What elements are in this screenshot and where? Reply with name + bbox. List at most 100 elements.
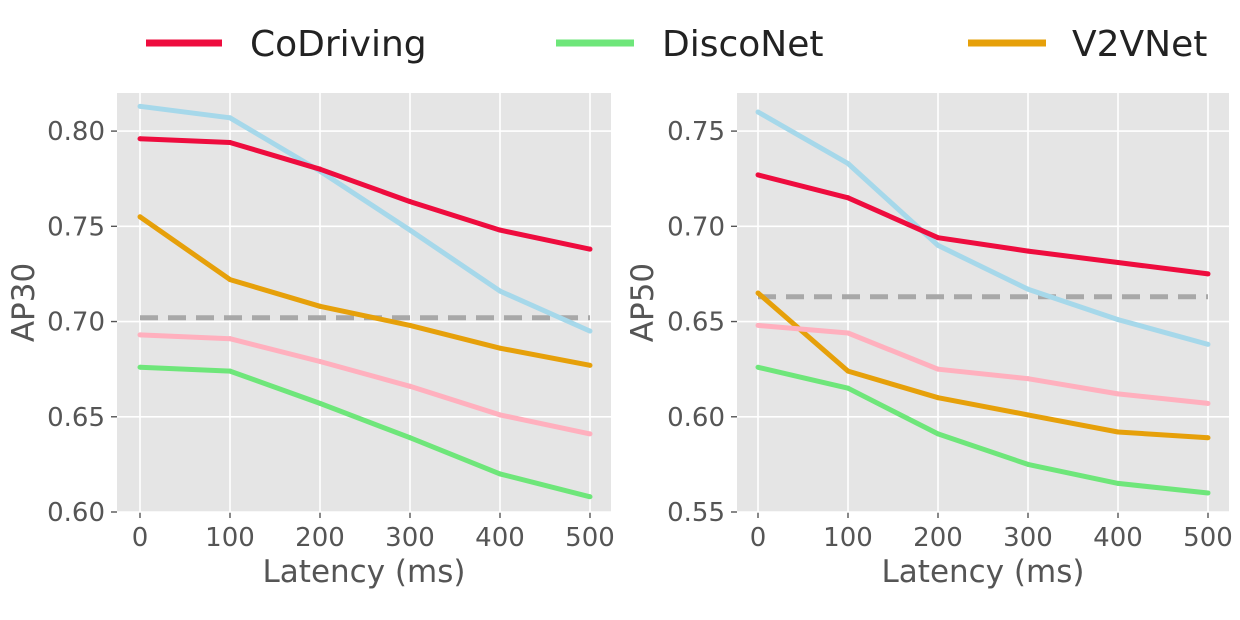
x-tick-label: 0 — [750, 523, 767, 553]
data-point-disconet — [497, 471, 503, 477]
x-tick-label: 0 — [132, 523, 149, 553]
legend: CoDriving DiscoNet V2VNet — [146, 24, 1207, 65]
data-point-codriving — [935, 235, 941, 241]
series-line-unlabeled-lightblue — [139, 103, 592, 334]
data-point-unlabeled-pink — [1205, 400, 1211, 406]
series-line-unlabeled-pink — [139, 332, 591, 437]
data-point-v2vnet — [845, 368, 851, 374]
data-point-unlabeled-lightblue — [407, 227, 413, 233]
y-axis-label: AP50 — [625, 263, 661, 342]
data-point-disconet — [407, 435, 413, 441]
series-line-codriving — [757, 172, 1209, 277]
data-point-unlabeled-pink — [1025, 376, 1031, 382]
data-point-v2vnet — [587, 362, 593, 368]
data-point-unlabeled-lightblue — [755, 109, 761, 115]
panel-2: 0 100 200 300 400 500 0.55 0.60 0.65 0.70 0.75 Late… — [625, 93, 1233, 590]
data-point-unlabeled-lightblue — [587, 328, 593, 334]
data-point-unlabeled-pink — [407, 383, 413, 389]
x-tick-label: 200 — [295, 523, 345, 553]
panel-1: 0 100 200 300 400 500 0.60 0.65 0.70 0.75 0.80 Late… — [6, 93, 615, 590]
y-tick-label: 0.65 — [667, 308, 725, 338]
data-point-codriving — [407, 199, 413, 205]
data-point-codriving — [317, 166, 323, 172]
data-point-codriving — [587, 246, 593, 252]
y-tick-label: 0.75 — [667, 117, 725, 147]
data-point-disconet — [755, 364, 761, 370]
x-tick-label: 100 — [823, 523, 873, 553]
data-point-unlabeled-lightblue — [1025, 286, 1031, 292]
legend-label-disconet: DiscoNet — [662, 24, 824, 65]
data-point-unlabeled-lightblue — [845, 160, 851, 166]
data-point-unlabeled-lightblue — [1115, 317, 1121, 323]
data-point-codriving — [755, 172, 761, 178]
y-tick-label: 0.55 — [667, 498, 725, 528]
y-tick-label: 0.70 — [47, 308, 105, 338]
x-tick-label: 200 — [913, 523, 963, 553]
data-point-codriving — [227, 140, 233, 146]
data-point-v2vnet — [935, 395, 941, 401]
data-point-v2vnet — [317, 303, 323, 309]
data-point-unlabeled-lightblue — [137, 103, 143, 109]
x-tick-label: 400 — [1093, 523, 1143, 553]
data-point-unlabeled-pink — [227, 336, 233, 342]
data-point-unlabeled-pink — [587, 431, 593, 437]
data-point-disconet — [587, 494, 593, 500]
plot-background — [737, 93, 1229, 512]
series-line-unlabeled-lightblue — [756, 109, 1209, 347]
data-point-disconet — [317, 400, 323, 406]
data-point-codriving — [1025, 248, 1031, 254]
x-axis-label: Latency (ms) — [882, 554, 1085, 590]
data-point-v2vnet — [137, 214, 143, 220]
y-tick-label: 0.60 — [667, 403, 725, 433]
data-point-unlabeled-lightblue — [935, 242, 941, 248]
data-point-v2vnet — [1205, 435, 1211, 441]
y-axis-label: AP30 — [6, 263, 42, 342]
data-point-v2vnet — [407, 322, 413, 328]
data-point-disconet — [227, 368, 233, 374]
data-point-unlabeled-pink — [935, 366, 941, 372]
data-point-disconet — [935, 431, 941, 437]
series-line-unlabeled-pink — [757, 322, 1209, 406]
y-tick-label: 0.75 — [47, 212, 105, 242]
data-point-v2vnet — [1115, 429, 1121, 435]
data-point-unlabeled-pink — [1115, 391, 1121, 397]
series-line-v2vnet — [756, 291, 1209, 441]
data-point-codriving — [845, 195, 851, 201]
series-line-disconet — [139, 364, 591, 500]
y-tick-label: 0.70 — [667, 212, 725, 242]
series-line-disconet — [757, 364, 1209, 496]
series-line-v2vnet — [138, 214, 591, 368]
x-tick-label: 500 — [565, 523, 615, 553]
data-point-disconet — [1025, 461, 1031, 467]
legend-label-codriving: CoDriving — [250, 24, 427, 65]
data-point-codriving — [1115, 260, 1121, 266]
x-tick-label: 300 — [385, 523, 435, 553]
data-point-v2vnet — [227, 277, 233, 283]
data-point-unlabeled-pink — [755, 322, 761, 328]
data-point-v2vnet — [497, 345, 503, 351]
data-point-unlabeled-pink — [317, 359, 323, 365]
y-tick-label: 0.60 — [47, 498, 105, 528]
data-point-v2vnet — [755, 290, 761, 296]
legend-label-v2vnet: V2VNet — [1072, 24, 1207, 65]
data-point-unlabeled-pink — [497, 412, 503, 418]
series-line-codriving — [139, 136, 591, 252]
x-tick-label: 100 — [205, 523, 255, 553]
y-tick-label: 0.80 — [47, 117, 105, 147]
data-point-codriving — [137, 136, 143, 142]
x-tick-label: 300 — [1003, 523, 1053, 553]
data-point-unlabeled-pink — [137, 332, 143, 338]
x-tick-label: 400 — [475, 523, 525, 553]
data-point-codriving — [497, 227, 503, 233]
data-point-unlabeled-lightblue — [1205, 341, 1211, 347]
data-point-unlabeled-lightblue — [497, 288, 503, 294]
x-axis-label: Latency (ms) — [263, 554, 466, 590]
data-point-disconet — [1205, 490, 1211, 496]
y-tick-label: 0.65 — [47, 403, 105, 433]
x-tick-label: 500 — [1183, 523, 1233, 553]
data-point-codriving — [1205, 271, 1211, 277]
plot-background — [117, 93, 611, 512]
data-point-v2vnet — [1025, 412, 1031, 418]
data-point-unlabeled-pink — [845, 330, 851, 336]
